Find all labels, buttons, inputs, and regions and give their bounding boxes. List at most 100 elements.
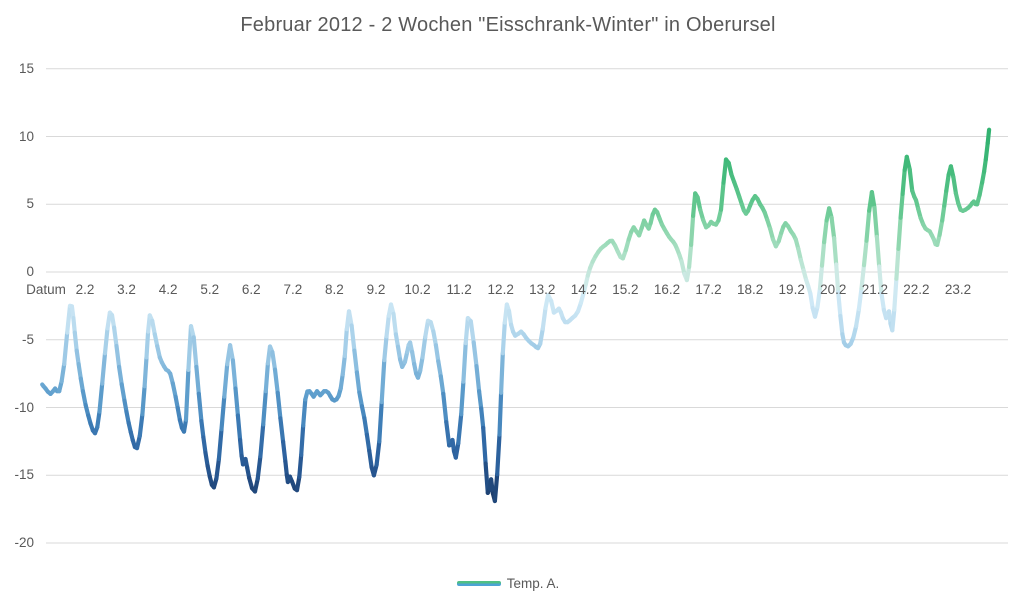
y-tick-label: 15 [18, 60, 34, 76]
temperature-line-segment [78, 376, 86, 394]
temperature-line-segment [444, 420, 452, 448]
temperature-line-segment [349, 323, 357, 353]
y-tick-label: -5 [21, 331, 34, 347]
temperature-line-segment [474, 364, 482, 394]
temperature-line-segment [684, 264, 692, 283]
x-tick-label: 9.2 [366, 282, 386, 297]
x-tick-label: 22.2 [903, 282, 930, 297]
temperature-line-segment [499, 351, 505, 395]
temperature-line-segment [109, 313, 117, 330]
temperature-line-segment [808, 291, 815, 310]
temperature-line-segment [940, 203, 947, 223]
temperature-line-segment [238, 437, 244, 458]
temperature-line-segment [951, 175, 959, 196]
temperature-line-segment [183, 367, 191, 422]
temperature-line-segment [937, 218, 945, 237]
temperature-line-segment [301, 397, 308, 428]
temperature-line-segment [377, 400, 384, 444]
temperature-line-segment [74, 348, 81, 367]
temperature-line-segment [357, 390, 364, 409]
temperature-line-segment [834, 262, 841, 295]
temperature-line-segment [186, 324, 194, 372]
temperature-line-segment [477, 389, 484, 411]
temperature-line-segment [500, 320, 507, 356]
temperature-line-segment [382, 334, 389, 363]
temperature-line-segment [196, 391, 204, 424]
x-tick-label: 5.2 [200, 282, 220, 297]
temperature-line-segment [116, 364, 124, 387]
temperature-line-segment [201, 435, 208, 455]
temperature-line-segment [364, 432, 372, 453]
x-tick-label: 10.2 [404, 282, 431, 297]
temperature-line-segment [283, 459, 289, 477]
temperature-line-segment [977, 180, 985, 198]
temperature-line-segment [874, 234, 882, 269]
x-tick-label: 3.2 [117, 282, 136, 297]
temperature-line-segment [433, 343, 441, 364]
x-tick-label: 6.2 [241, 282, 261, 297]
temperature-line-segment [194, 364, 201, 396]
temperature-line-segment [395, 344, 403, 362]
y-tick-label: 10 [18, 128, 34, 144]
temperature-line-segment [492, 472, 500, 504]
temperature-line [40, 127, 992, 504]
temperature-line-segment [119, 382, 127, 403]
temperature-line-segment [233, 386, 240, 418]
temperature-line-segment [418, 355, 425, 373]
x-tick-label: 20.2 [820, 282, 847, 297]
temperature-line-segment [879, 291, 887, 312]
temperature-line-segment [497, 390, 504, 437]
temperature-line-segment [72, 330, 79, 353]
y-tick-label: 0 [26, 264, 34, 279]
temperature-line-segment [831, 236, 839, 267]
temperature-line-segment [199, 419, 206, 440]
temperature-line-segment [114, 343, 122, 369]
temperature-line-segment [898, 191, 905, 220]
temperature-line-segment [272, 367, 280, 395]
temperature-line-segment [97, 381, 105, 414]
x-tick-label: 11.2 [446, 282, 472, 297]
temperature-line-segment [95, 409, 102, 430]
temperature-line-segment [297, 452, 304, 479]
temperature-line-segment [453, 441, 461, 460]
temperature-line-segment [441, 391, 449, 425]
temperature-line-segment [861, 238, 869, 268]
temperature-line-segment [346, 309, 354, 328]
temperature-line-segment [261, 389, 268, 427]
temperature-line-segment [479, 406, 486, 430]
temperature-line-segment [819, 240, 827, 268]
temperature-line-segment [338, 372, 345, 391]
temperature-line-segment [150, 318, 157, 337]
x-tick-label: 18.2 [736, 282, 764, 297]
x-tick-label: 15.2 [612, 282, 639, 297]
x-tick-label: 12.2 [487, 282, 514, 297]
y-tick-label: -10 [14, 399, 34, 415]
temperature-line-segment [864, 208, 872, 243]
temperature-line-segment [483, 461, 490, 495]
temperature-line-segment [102, 326, 110, 356]
temperature-line-segment [379, 358, 387, 405]
legend-label: Temp. A. [506, 576, 560, 591]
temperature-line-segment [821, 218, 829, 245]
legend-line-swatch-icon [456, 581, 501, 586]
temperature-line-segment [904, 154, 912, 172]
temperature-line-segment [281, 439, 288, 464]
temperature-line-segment [983, 141, 990, 162]
x-tick-label: 4.2 [158, 282, 178, 297]
x-tick-label: 17.2 [695, 282, 722, 297]
temperature-line-segment [299, 423, 306, 457]
temperature-line-segment [695, 195, 703, 212]
temperature-line-segment [907, 167, 915, 193]
temperature-line-segment [367, 448, 374, 470]
x-tick-label: 2.2 [75, 282, 95, 297]
temperature-line-segment [423, 318, 431, 340]
temperature-line-segment [214, 456, 221, 481]
x-tick-label: 16.2 [653, 282, 681, 297]
y-tick-label: -20 [14, 535, 34, 550]
temperature-line-segment [219, 394, 227, 432]
temperature-line-segment [900, 168, 907, 197]
x-tick-label: 8.2 [325, 282, 344, 297]
temperature-line-segment [80, 389, 88, 407]
temperature-line-segment [872, 205, 880, 239]
